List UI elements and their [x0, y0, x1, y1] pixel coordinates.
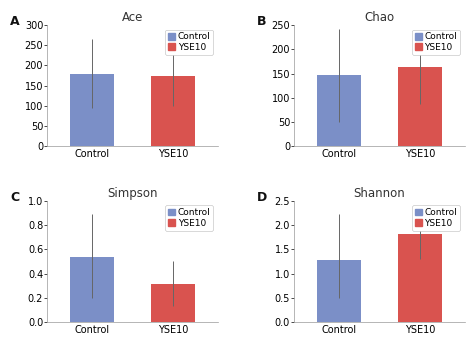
Bar	[317, 75, 361, 146]
Title: Shannon: Shannon	[354, 187, 405, 200]
Title: Simpson: Simpson	[107, 187, 158, 200]
Title: Ace: Ace	[122, 11, 143, 24]
Legend: Control, YSE10: Control, YSE10	[165, 205, 213, 231]
Bar	[317, 260, 361, 322]
Bar	[70, 74, 114, 146]
Legend: Control, YSE10: Control, YSE10	[165, 30, 213, 55]
Legend: Control, YSE10: Control, YSE10	[412, 30, 460, 55]
Bar	[151, 76, 195, 146]
Title: Chao: Chao	[365, 11, 394, 24]
Bar	[151, 284, 195, 322]
Legend: Control, YSE10: Control, YSE10	[412, 205, 460, 231]
Text: B: B	[257, 15, 266, 28]
Bar	[398, 67, 442, 146]
Bar	[398, 234, 442, 322]
Text: D: D	[257, 191, 267, 204]
Text: A: A	[10, 15, 19, 28]
Text: C: C	[10, 191, 19, 204]
Bar	[70, 257, 114, 322]
